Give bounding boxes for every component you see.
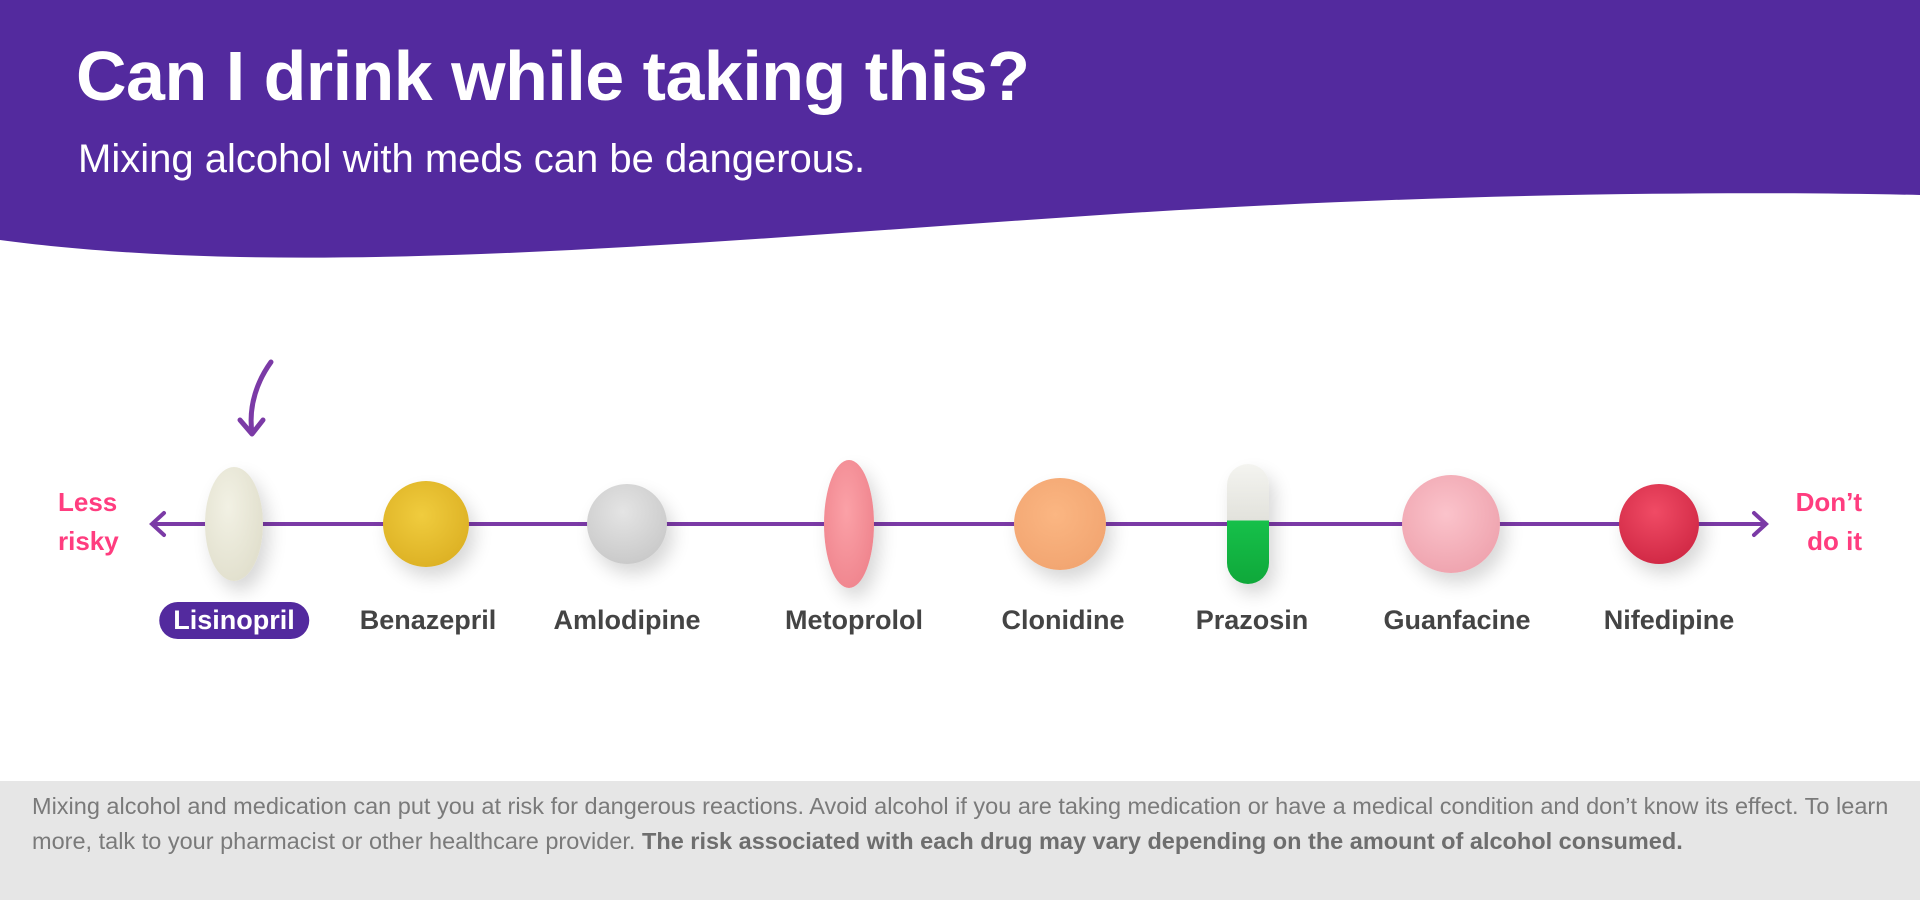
drug-label-clonidine[interactable]: Clonidine [1001,605,1125,635]
header-banner [0,0,1920,258]
page-subtitle: Mixing alcohol with meds can be dangerou… [78,137,866,181]
drug-label-amlodipine[interactable]: Amlodipine [553,605,701,635]
drug-label-metoprolol[interactable]: Metoprolol [785,605,923,635]
guanfacine-pill [1402,475,1500,573]
pointer-arrowhead-icon [237,417,266,437]
drug-label-lisinopril[interactable]: Lisinopril [159,602,309,639]
page-title: Can I drink while taking this? [76,37,1030,115]
disclaimer-text: Mixing alcohol and medication can put yo… [32,793,1889,854]
drug-label-benazepril[interactable]: Benazepril [359,605,497,635]
disclaimer-footer: Mixing alcohol and medication can put yo… [0,781,1920,900]
disclaimer-bold: The risk associated with each drug may v… [641,828,1683,854]
right-arrowhead-icon [1752,511,1769,537]
dont-do-it-label: Don’t do it [1795,487,1862,556]
drug-label-guanfacine[interactable]: Guanfacine [1383,605,1531,635]
drug-label-prazosin[interactable]: Prazosin [1195,605,1309,635]
less-risky-label: Less risky [58,487,119,556]
prazosin-capsule [1227,464,1269,584]
pointer-arrow-icon [248,359,274,436]
left-arrowhead-icon [149,511,166,537]
lisinopril-pill [205,467,263,581]
metoprolol-pill [824,460,874,588]
clonidine-pill [1014,478,1106,570]
amlodipine-pill [587,484,667,564]
benazepril-pill [383,481,469,567]
drug-label-nifedipine[interactable]: Nifedipine [1603,605,1735,635]
nifedipine-pill [1619,484,1699,564]
